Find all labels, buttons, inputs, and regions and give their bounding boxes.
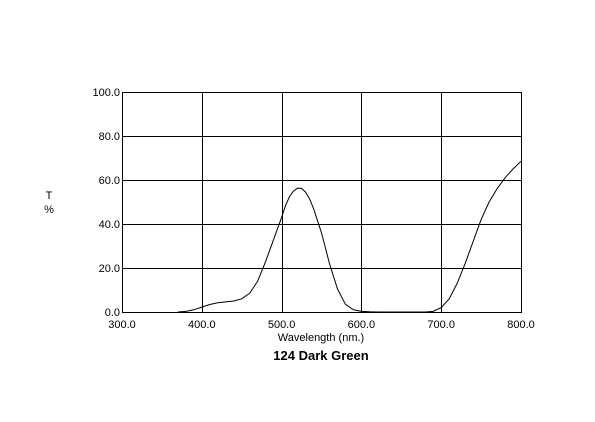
x-tick-label: 700.0 — [427, 319, 455, 331]
series-line-transmission — [177, 160, 522, 313]
y-tick-labels: 0.0 20.0 40.0 60.0 80.0 100.0 — [92, 87, 120, 319]
y-axis-label-line-2: % — [44, 204, 54, 216]
x-tick-label: 300.0 — [108, 319, 136, 331]
plot-frame — [122, 92, 522, 313]
y-axis-label-line-1: T — [46, 190, 53, 202]
y-tick-label: 100.0 — [92, 87, 120, 99]
x-axis-label: Wavelength (nm.) — [278, 332, 364, 344]
x-tick-label: 500.0 — [268, 319, 296, 331]
y-tick-label: 80.0 — [99, 131, 120, 143]
y-tick-label: 20.0 — [99, 263, 120, 275]
grid — [122, 92, 521, 312]
x-tick-labels: 300.0 400.0 500.0 600.0 700.0 800.0 — [108, 319, 535, 331]
x-tick-label: 600.0 — [348, 319, 376, 331]
x-tick-label: 400.0 — [188, 319, 216, 331]
y-tick-label: 60.0 — [99, 175, 120, 187]
y-tick-label: 40.0 — [99, 219, 120, 231]
y-tick-label: 0.0 — [105, 307, 120, 319]
x-tick-label: 800.0 — [507, 319, 535, 331]
chart-title: 124 Dark Green — [273, 348, 368, 363]
